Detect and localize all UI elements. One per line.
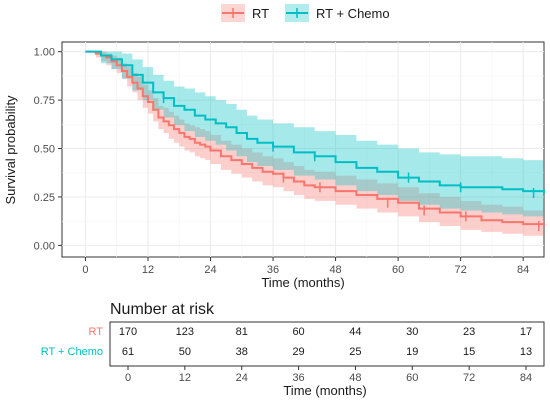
y-tick-label: 1.00 [34, 47, 55, 59]
risk-x-tick-label: 72 [463, 372, 475, 384]
risk-table-x-label: Time (months) [283, 383, 366, 398]
survival-curves [85, 50, 545, 227]
x-axis-label: Time (months) [261, 275, 344, 290]
risk-cell-rt: 123 [176, 326, 194, 338]
legend: RT RT + Chemo [221, 4, 390, 22]
risk-cell-rt: 60 [292, 326, 304, 338]
risk-x-tick-label: 48 [349, 372, 361, 384]
x-axis: 0 12 24 36 48 60 72 84 [82, 257, 529, 276]
risk-row-label-rt: RT [89, 326, 104, 338]
legend-entry-rt-chemo: RT + Chemo [285, 4, 390, 22]
risk-x-tick-label: 0 [125, 372, 131, 384]
x-tick-label: 12 [142, 264, 154, 276]
survival-plot: 0.00 0.25 0.50 0.75 1.00 0 12 24 36 48 60 72 84 Sur… [3, 41, 545, 290]
risk-x-tick-label: 84 [520, 372, 532, 384]
confidence-band-rt [85, 51, 545, 238]
y-axis-label: Survival probability [3, 95, 18, 205]
x-tick-label: 60 [392, 264, 404, 276]
censor-marks [162, 93, 540, 232]
risk-x-tick-label: 12 [179, 372, 191, 384]
survival-curve-rt-chemo [85, 50, 545, 194]
risk-cell-rt: 30 [406, 326, 418, 338]
legend-label-rt-chemo: RT + Chemo [316, 6, 390, 21]
y-tick-label: 0.50 [34, 144, 55, 156]
risk-cell-rt-chemo: 61 [122, 346, 134, 358]
confidence-band-rt-chemo [85, 51, 545, 219]
risk-cell-rt-chemo: 19 [406, 346, 418, 358]
risk-cell-rt-chemo: 50 [179, 346, 191, 358]
risk-table-cells: 170 123 81 60 44 30 23 17 61 50 38 29 25 19 15 13 [119, 326, 532, 358]
risk-cell-rt: 44 [349, 326, 361, 338]
y-tick-label: 0.00 [34, 240, 55, 252]
legend-entry-rt: RT [221, 4, 269, 22]
confidence-bands [85, 51, 545, 238]
risk-cell-rt-chemo: 38 [236, 346, 248, 358]
risk-cell-rt-chemo: 15 [463, 346, 475, 358]
risk-table-x-axis: 0 12 24 36 48 60 72 84 [125, 366, 532, 384]
risk-row-label-rt-chemo: RT + Chemo [41, 346, 103, 358]
risk-table-title: Number at risk [110, 301, 215, 318]
risk-table: Number at risk RT RT + Chemo 170 123 81 60 4… [41, 301, 545, 398]
x-tick-label: 36 [267, 264, 279, 276]
x-tick-label: 0 [82, 264, 88, 276]
x-tick-label: 84 [517, 264, 529, 276]
risk-cell-rt: 170 [119, 326, 137, 338]
risk-cell-rt-chemo: 25 [349, 346, 361, 358]
survival-curve-rt [85, 50, 545, 227]
y-tick-label: 0.75 [34, 95, 55, 107]
risk-x-tick-label: 36 [292, 372, 304, 384]
x-tick-label: 24 [204, 264, 216, 276]
x-tick-label: 48 [329, 264, 341, 276]
risk-cell-rt: 81 [236, 326, 248, 338]
risk-table-panel [109, 321, 545, 367]
risk-cell-rt: 23 [463, 326, 475, 338]
risk-cell-rt: 17 [520, 326, 532, 338]
x-tick-label: 72 [455, 264, 467, 276]
y-tick-label: 0.25 [34, 192, 55, 204]
risk-cell-rt-chemo: 29 [292, 346, 304, 358]
y-axis: 0.00 0.25 0.50 0.75 1.00 [34, 47, 62, 252]
legend-label-rt: RT [252, 6, 269, 21]
risk-cell-rt-chemo: 13 [520, 346, 532, 358]
risk-x-tick-label: 24 [236, 372, 248, 384]
gridlines [62, 42, 544, 257]
risk-x-tick-label: 60 [406, 372, 418, 384]
